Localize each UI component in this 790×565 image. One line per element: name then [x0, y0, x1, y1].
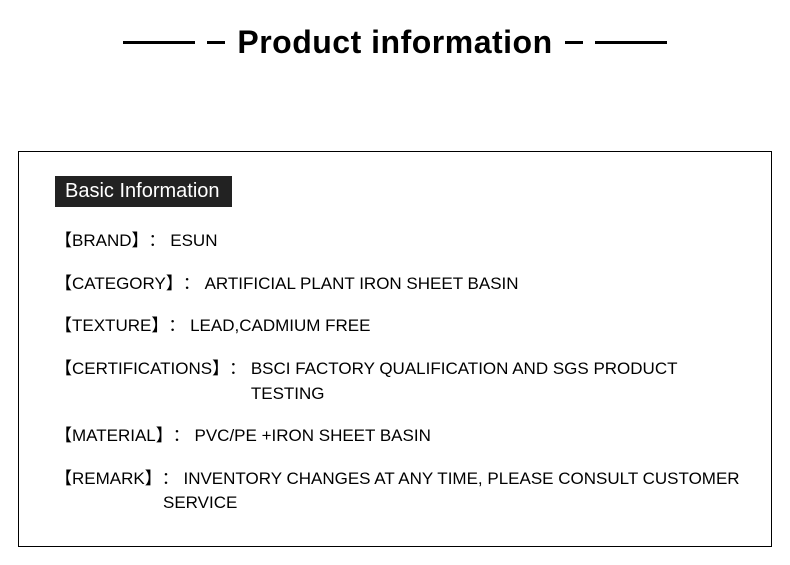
row-value-remark-continuation: SERVICE [55, 491, 741, 516]
info-panel: Basic Information 【BRAND】 ： ESUN 【CATEGO… [18, 151, 772, 547]
info-row: 【TEXTURE】 ： LEAD,CADMIUM FREE [55, 314, 741, 339]
row-separator: ： [229, 357, 251, 406]
info-rows: 【BRAND】 ： ESUN 【CATEGORY】 ： ARTIFICIAL P… [55, 229, 741, 516]
info-row: 【MATERIAL】 ： PVC/PE +IRON SHEET BASIN [55, 424, 741, 449]
row-label-category: 【CATEGORY】 [55, 272, 183, 297]
row-separator: ： [162, 467, 184, 492]
page-header: Product information [0, 0, 790, 61]
info-row: 【REMARK】 ： INVENTORY CHANGES AT ANY TIME… [55, 467, 741, 516]
rule-left-short [207, 41, 225, 44]
row-label-material: 【MATERIAL】 [55, 424, 173, 449]
row-value-texture: LEAD,CADMIUM FREE [190, 314, 370, 339]
row-value-brand: ESUN [170, 229, 217, 254]
row-label-certifications: 【CERTIFICATIONS】 [55, 357, 229, 406]
info-row: 【BRAND】 ： ESUN [55, 229, 741, 254]
row-separator: ： [168, 314, 190, 339]
row-value-category: ARTIFICIAL PLANT IRON SHEET BASIN [205, 272, 519, 297]
row-separator: ： [183, 272, 205, 297]
section-badge: Basic Information [55, 176, 232, 207]
row-value-remark: INVENTORY CHANGES AT ANY TIME, PLEASE CO… [183, 467, 739, 492]
row-value-material: PVC/PE +IRON SHEET BASIN [195, 424, 431, 449]
row-label-remark: 【REMARK】 [55, 467, 162, 492]
info-row: 【CATEGORY】 ： ARTIFICIAL PLANT IRON SHEET… [55, 272, 741, 297]
rule-left-long [123, 41, 195, 44]
rule-right-short [565, 41, 583, 44]
info-row: 【CERTIFICATIONS】 ： BSCI FACTORY QUALIFIC… [55, 357, 741, 406]
row-separator: ： [149, 229, 171, 254]
row-separator: ： [173, 424, 195, 449]
rule-right-long [595, 41, 667, 44]
row-value-certifications: BSCI FACTORY QUALIFICATION AND SGS PRODU… [251, 357, 741, 406]
row-label-texture: 【TEXTURE】 [55, 314, 168, 339]
row-label-brand: 【BRAND】 [55, 229, 149, 254]
page-title: Product information [237, 24, 552, 61]
